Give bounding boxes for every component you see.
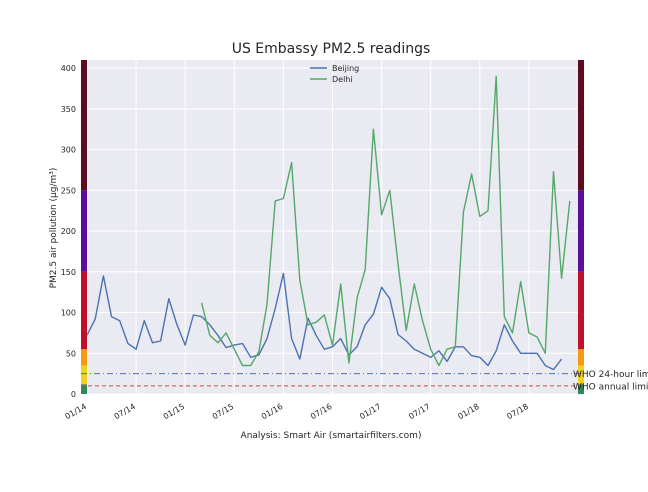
series-lines: [86, 75, 571, 371]
aqi-band-right: [578, 365, 584, 385]
y-tick-label: 150: [61, 268, 76, 277]
reference-line-label: WHO 24-hour limit: [573, 370, 648, 380]
series-line-delhi: [200, 75, 571, 367]
aqi-band-right: [578, 60, 584, 191]
series-line-beijing: [86, 272, 563, 371]
legend-label-beijing: Beijing: [332, 64, 359, 73]
aqi-band-right: [578, 190, 584, 272]
y-tick-label: 350: [61, 105, 76, 114]
reference-line-label: WHO annual limit (: [573, 382, 648, 392]
y-tick-label: 400: [61, 64, 76, 73]
legend-label-delhi: Delhi: [332, 75, 353, 84]
y-tick-label: 100: [61, 309, 76, 318]
aqi-band-right: [578, 271, 584, 350]
aqi-band-left: [81, 271, 87, 350]
y-tick-label: 200: [61, 227, 76, 236]
y-tick-labels: 0 50 100 150 200 250 300 350 400: [61, 64, 76, 399]
x-tick-label: 01/18: [456, 402, 480, 421]
legend: Beijing Delhi: [310, 64, 359, 84]
aqi-band-left: [81, 365, 87, 385]
x-tick-label: 07/16: [309, 402, 333, 421]
x-tick-label: 01/16: [260, 402, 284, 421]
x-tick-label: 07/15: [211, 402, 235, 421]
aqi-band-left: [81, 190, 87, 272]
x-tick-label: 01/14: [64, 402, 88, 421]
aqi-band-right: [578, 349, 584, 366]
x-tick-label: 07/14: [113, 402, 137, 421]
reference-lines: WHO 24-hour limit WHO annual limit (: [81, 370, 648, 392]
y-tick-label: 250: [61, 186, 76, 195]
y-tick-label: 50: [66, 349, 76, 358]
aqi-band-left: [81, 60, 87, 191]
y-tick-label: 0: [71, 390, 76, 399]
y-tick-label: 300: [61, 146, 76, 155]
x-tick-labels: 01/14 07/14 01/15 07/15 01/16 07/16 01/17 07/17…: [64, 402, 530, 421]
y-axis-label: PM2.5 air pollution (µg/m³): [49, 168, 59, 289]
aqi-bands: [81, 60, 584, 394]
x-tick-label: 07/18: [505, 402, 529, 421]
chart-title: US Embassy PM2.5 readings: [232, 41, 431, 57]
aqi-band-left: [81, 384, 87, 394]
aqi-band-right: [578, 384, 584, 394]
x-axis-label: Analysis: Smart Air (smartairfilters.com…: [241, 431, 422, 441]
x-tick-label: 01/17: [358, 402, 382, 421]
x-tick-label: 07/17: [407, 402, 431, 421]
aqi-band-left: [81, 349, 87, 366]
x-tick-label: 01/15: [162, 402, 186, 421]
